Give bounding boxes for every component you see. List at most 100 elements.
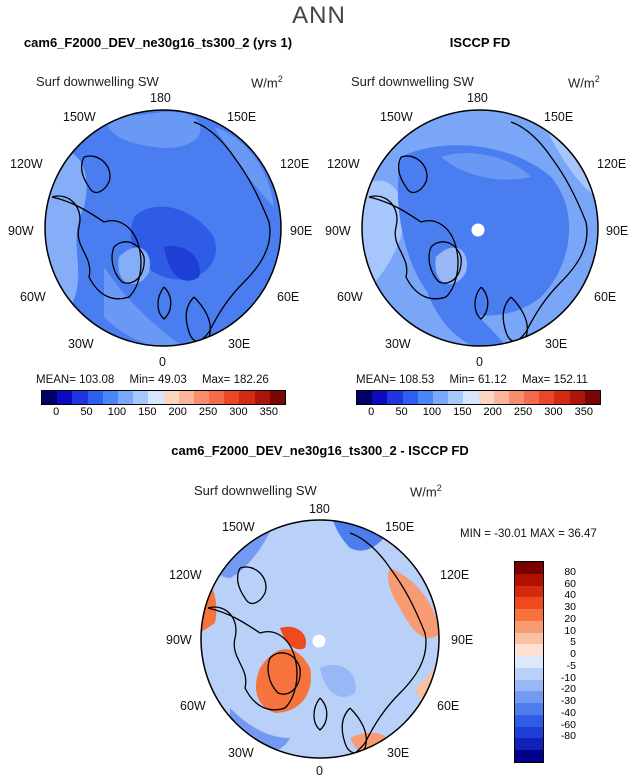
diff-colorbar-label: 0	[570, 648, 576, 661]
panel2-colorbar-label: 0	[368, 406, 375, 418]
diff-colorbar-labels: 80 60 40 30 20 10 5 0 -5 -10 -20 -30 -40 -60 -80	[546, 561, 586, 761]
panel1-colorbar-swatch	[269, 391, 285, 404]
diff-colorbar-label: 5	[570, 636, 576, 649]
panel1-mean: MEAN= 103.08	[36, 374, 115, 386]
panel2-colorbar-label: 350	[574, 406, 593, 418]
panel1-title: cam6_F2000_DEV_ne30g16_ts300_2 (yrs 1)	[23, 35, 293, 50]
panel1-lon-right: 90E	[290, 224, 313, 238]
panel1-colorbar-swatch	[117, 391, 134, 404]
panel1-lon-top-right: 150E	[227, 110, 257, 124]
panel2-lon-bottom-left: 30W	[385, 337, 411, 351]
panel2-colorbar-swatch	[372, 391, 388, 404]
panel2-field-west-light	[362, 180, 404, 297]
panel2-colorbar-swatch	[539, 391, 555, 404]
panel1-colorbar-swatch	[209, 391, 225, 404]
panel2-colorbar-swatch	[554, 391, 570, 404]
diff-colorbar-label: -5	[566, 659, 576, 672]
diff-colorbar-swatch	[515, 679, 543, 692]
panel1-colorbar-swatch	[87, 391, 103, 404]
diff-colorbar-label: 80	[564, 565, 576, 578]
diff-field-greenland-red	[255, 649, 311, 713]
panel2-lon-upper-right: 120E	[597, 157, 627, 171]
panel2-colorbar-swatch	[448, 391, 464, 404]
panel2-lon-bottom-right: 30E	[545, 337, 568, 351]
panel2-field-atlantic	[421, 272, 511, 346]
panel2-colorbar-swatch	[357, 391, 373, 404]
diff-colorbar-swatch	[515, 573, 543, 586]
diff-pole-hole	[312, 634, 326, 648]
panel1-colorbar-swatch	[178, 391, 194, 404]
panel1-colorbar-label: 150	[138, 406, 157, 418]
diff-colorbar-label: -20	[560, 683, 576, 696]
panel2-colorbar-swatch	[493, 391, 509, 404]
diff-colorbar-swatch	[515, 620, 543, 633]
diff-colorbar-label: -80	[560, 730, 576, 743]
panel1-lon-bottom-left: 30W	[68, 337, 94, 351]
panel2-colorbar-swatch	[569, 391, 585, 404]
panel2-colorbar-swatch	[508, 391, 525, 404]
diff-colorbar-label: -10	[560, 671, 576, 684]
panel2-colorbar-swatch	[524, 391, 540, 404]
diff-colorbar-swatch	[515, 644, 543, 657]
panel2-colorbar-swatch	[417, 391, 433, 404]
panel2-colorbar-swatch	[432, 391, 449, 404]
panel2-colorbar-label: 300	[544, 406, 563, 418]
panel1-colorbar-swatch	[72, 391, 88, 404]
diff-field-baffin-red	[280, 626, 306, 650]
panel1-colorbar-label: 250	[198, 406, 218, 418]
panel2-mean: MEAN= 108.53	[356, 374, 435, 386]
panel2-units: W/m2	[568, 74, 600, 91]
panel2-pole-hole	[471, 223, 485, 237]
panel1-stats: MEAN= 103.08 Min= 49.03 Max= 182.26	[36, 374, 269, 386]
panel1-colorbar-swatch	[193, 391, 210, 404]
diff-lon-top-left: 150W	[222, 520, 255, 534]
panel1-colorbar-swatch	[148, 391, 164, 404]
diff-colorbar-swatch	[515, 656, 543, 668]
panel1-colorbar-label: 200	[168, 406, 187, 418]
panel1-colorbar-labels: 0 50 100 150 200 250 300 350	[41, 406, 284, 420]
panel1-colorbar-swatch	[224, 391, 240, 404]
diff-colorbar-swatch	[515, 714, 543, 727]
panel1-units: W/m2	[251, 74, 283, 91]
panel1-min: Min= 49.03	[129, 374, 187, 386]
panel1-variable: Surf downwelling SW	[36, 74, 159, 89]
diff-colorbar-swatch	[515, 667, 543, 680]
diff-colorbar	[514, 561, 544, 763]
panel1-lon-bottom-right: 30E	[228, 337, 251, 351]
panel1-lon-upper-left: 120W	[10, 157, 43, 171]
diff-field-center-blue	[320, 664, 356, 697]
panel2-title: ISCCP FD	[449, 35, 511, 50]
diff-lon-right: 90E	[451, 633, 474, 647]
panel2-lon-top-right: 150E	[544, 110, 574, 124]
panel1-colorbar-swatch	[163, 391, 179, 404]
panel2-colorbar-swatch	[478, 391, 494, 404]
panel2-variable: Surf downwelling SW	[351, 74, 474, 89]
diff-map	[200, 519, 440, 759]
figure-title: ANN	[292, 2, 346, 29]
panel2-colorbar-label: 100	[422, 406, 442, 418]
panel2-map-boundary	[361, 109, 599, 347]
diff-lon-bottom-left: 30W	[228, 746, 254, 760]
panel2-colorbar-swatch	[584, 391, 600, 404]
diff-colorbar-swatch	[515, 738, 543, 751]
panel1-colorbar-label: 50	[80, 406, 93, 418]
diff-variable: Surf downwelling SW	[194, 483, 317, 498]
panel2-colorbar-label: 50	[395, 406, 408, 418]
diff-coastlines	[207, 532, 427, 758]
diff-lon-left: 90W	[166, 633, 192, 647]
panel1-field-siberia	[214, 127, 274, 207]
panel2-lon-top: 180	[467, 91, 488, 105]
diff-colorbar-label: 60	[564, 577, 576, 590]
panel1-field-greenland	[118, 247, 150, 284]
diff-lon-bottom-right: 30E	[387, 746, 410, 760]
panel1-lon-bottom: 0	[159, 355, 166, 369]
panel1-colorbar-swatch	[239, 391, 255, 404]
panel1-colorbar-swatch	[133, 391, 149, 404]
diff-colorbar-label: 20	[564, 612, 576, 625]
panel2-stats: MEAN= 108.53 Min= 61.12 Max= 152.11	[356, 374, 588, 386]
panel1-field-arctic-darkest	[164, 246, 200, 281]
panel2-colorbar-swatch	[463, 391, 479, 404]
panel2-lon-bottom: 0	[476, 355, 483, 369]
panel2-lon-upper-left: 120W	[327, 157, 360, 171]
diff-lon-upper-right: 120E	[440, 568, 470, 582]
